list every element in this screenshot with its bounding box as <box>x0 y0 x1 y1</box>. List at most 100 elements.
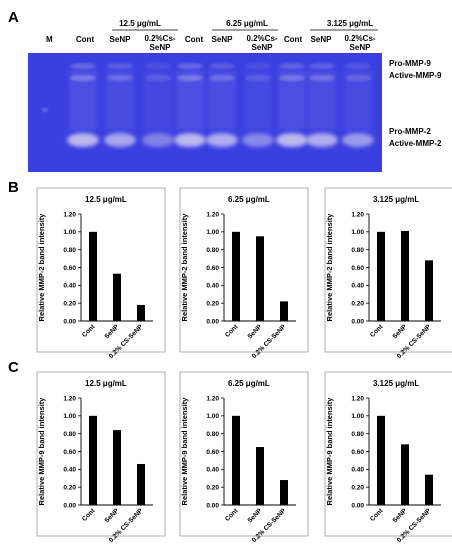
lane-label: SeNP <box>212 35 234 44</box>
y-axis-label: Relative MMP-9 band intensity <box>325 397 334 506</box>
band-label: Pro-MMP-2 <box>389 127 431 136</box>
y-tick-label: 0.60 <box>351 449 364 456</box>
bar <box>113 273 121 321</box>
band-label: Active-MMP-9 <box>389 71 442 80</box>
bar <box>377 415 385 505</box>
y-tick-label: 0.20 <box>206 300 219 307</box>
bar-chart: 3.125 μg/mL 0.00 0.20 0.40 0.60 0.80 1.00 1.20 R… <box>324 187 452 360</box>
chart-title: 12.5 μg/mL <box>85 195 127 204</box>
bar-chart: 12.5 μg/mL 0.00 0.20 0.40 0.60 0.80 1.00 1.20 Re… <box>36 371 166 544</box>
y-tick-label: 0.80 <box>351 247 364 254</box>
y-axis-label: Relative MMP-2 band intensity <box>37 213 46 322</box>
bar <box>113 430 121 505</box>
concentration-label: 6.25 μg/mL <box>226 19 268 28</box>
y-tick-label: 0.60 <box>63 265 76 272</box>
concentration-label: 3.125 μg/mL <box>327 19 373 28</box>
y-tick-label: 0.00 <box>351 502 364 509</box>
bar-chart: 12.5 μg/mL 0.00 0.20 0.40 0.60 0.80 1.00 1.20 Re… <box>36 187 166 360</box>
chart-frame <box>179 371 309 537</box>
x-tick-label: SeNP <box>246 507 263 524</box>
lane-label: SeNP <box>252 43 274 52</box>
chart-title: 12.5 μg/mL <box>85 379 127 388</box>
mmp2-band <box>67 133 99 147</box>
mmp9-pro-band <box>279 63 305 69</box>
chart-frame <box>179 187 309 353</box>
mmp2-band <box>276 133 308 147</box>
bar-chart: 6.25 μg/mL 0.00 0.20 0.40 0.60 0.80 1.00 1.20 Re… <box>179 187 309 360</box>
y-tick-label: 0.20 <box>63 484 76 491</box>
chart-frame <box>324 187 452 353</box>
x-tick-label: SeNP <box>103 507 120 524</box>
y-tick-label: 0.80 <box>63 431 76 438</box>
y-tick-label: 0.60 <box>206 449 219 456</box>
bar <box>137 304 145 321</box>
mmp2-band <box>206 133 238 147</box>
y-tick-label: 1.20 <box>351 395 364 402</box>
bar <box>401 230 409 321</box>
y-tick-label: 0.60 <box>206 265 219 272</box>
y-tick-label: 0.40 <box>63 283 76 290</box>
y-tick-label: 0.40 <box>63 467 76 474</box>
bar <box>256 236 264 321</box>
lane-label: SeNP <box>311 35 333 44</box>
bar <box>425 474 433 505</box>
bar <box>425 260 433 321</box>
y-tick-label: 0.20 <box>206 484 219 491</box>
chart-title: 6.25 μg/mL <box>228 379 270 388</box>
panel-label-b: B <box>8 179 19 196</box>
mmp9-pro-band <box>209 63 235 69</box>
mmp9-active-band <box>177 74 203 82</box>
y-tick-label: 0.00 <box>63 318 76 325</box>
mmp2-band <box>342 133 374 147</box>
y-tick-label: 0.60 <box>351 265 364 272</box>
band-label: Pro-MMP-9 <box>389 59 431 68</box>
mmp9-active-band <box>309 74 335 82</box>
mmp2-band <box>142 133 174 147</box>
y-tick-label: 0.80 <box>206 247 219 254</box>
bar-charts: 12.5 μg/mL 0.00 0.20 0.40 0.60 0.80 1.00 1.20 Re… <box>36 187 452 544</box>
x-tick-label: Cont <box>369 323 385 339</box>
mmp2-band <box>104 133 136 147</box>
x-tick-label: Cont <box>224 507 240 523</box>
y-axis-label: Relative MMP-2 band intensity <box>180 213 189 322</box>
mmp9-pro-band <box>345 63 371 69</box>
y-tick-label: 1.00 <box>206 229 219 236</box>
y-tick-label: 0.40 <box>206 283 219 290</box>
x-tick-label: SeNP <box>391 323 408 340</box>
bar-chart: 3.125 μg/mL 0.00 0.20 0.40 0.60 0.80 1.00 1.20 R… <box>324 371 452 544</box>
bar <box>280 480 288 505</box>
y-tick-label: 0.40 <box>206 467 219 474</box>
chart-title: 3.125 μg/mL <box>373 195 419 204</box>
bar <box>377 231 385 321</box>
chart-frame <box>324 371 452 537</box>
lane-label: SeNP <box>350 43 372 52</box>
y-axis-label: Relative MMP-9 band intensity <box>180 397 189 506</box>
mmp9-pro-band <box>177 63 203 69</box>
panel-label-a: A <box>8 9 19 26</box>
chart-title: 3.125 μg/mL <box>373 379 419 388</box>
mmp2-band <box>306 133 338 147</box>
y-tick-label: 0.20 <box>63 300 76 307</box>
lane-label: Cont <box>76 35 95 44</box>
x-tick-label: Cont <box>81 323 97 339</box>
y-tick-label: 1.00 <box>63 229 76 236</box>
concentration-label: 12.5 μg/mL <box>119 19 161 28</box>
y-tick-label: 0.80 <box>63 247 76 254</box>
mmp9-pro-band <box>245 63 271 69</box>
marker-lane-label: M <box>46 35 53 44</box>
mmp9-pro-band <box>145 63 171 69</box>
y-tick-label: 0.00 <box>351 318 364 325</box>
mmp9-pro-band <box>107 63 133 69</box>
zymography-gel <box>28 53 382 172</box>
lane-label: SeNP <box>110 35 132 44</box>
chart-frame <box>36 371 166 537</box>
y-tick-label: 1.20 <box>206 395 219 402</box>
mmp9-active-band <box>345 74 371 82</box>
x-tick-label: Cont <box>369 507 385 523</box>
y-tick-label: 1.00 <box>63 413 76 420</box>
y-tick-label: 0.80 <box>351 431 364 438</box>
x-tick-label: SeNP <box>246 323 263 340</box>
chart-frame <box>36 187 166 353</box>
bar <box>232 231 240 321</box>
mmp9-active-band <box>145 74 171 82</box>
